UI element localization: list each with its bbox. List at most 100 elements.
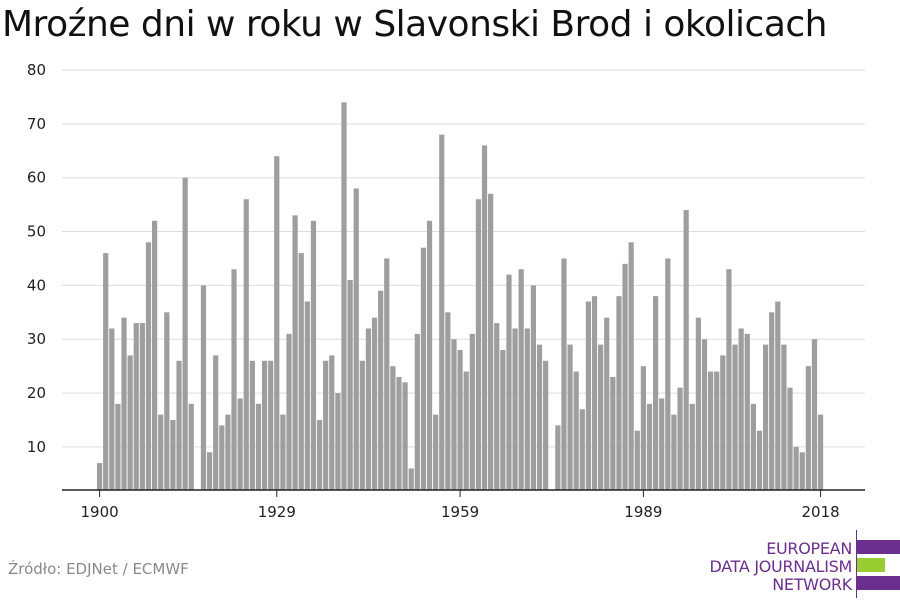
bar-1967 — [506, 274, 512, 490]
bar-1979 — [579, 409, 585, 490]
bar-1971 — [530, 285, 537, 490]
bar-1948 — [390, 366, 396, 490]
bar-1924 — [243, 199, 249, 491]
bar-1947 — [384, 258, 390, 490]
x-tick-label: 1989 — [624, 503, 662, 521]
bar-1975 — [555, 425, 561, 490]
bar-2017 — [811, 339, 818, 490]
bar-2012 — [781, 344, 787, 490]
bar-1912 — [170, 420, 176, 490]
bar-1955 — [433, 414, 439, 490]
bar-1991 — [653, 296, 659, 490]
bar-1983 — [604, 317, 610, 490]
bar-2001 — [714, 371, 720, 490]
y-tick-label: 80 — [27, 61, 46, 79]
bar-1963 — [481, 145, 488, 490]
x-tick-label: 1900 — [81, 503, 119, 521]
bar-1988 — [634, 430, 640, 490]
bar-2000 — [708, 371, 714, 490]
y-tick-label: 10 — [27, 438, 46, 456]
bar-1920 — [219, 425, 225, 490]
bar-1992 — [659, 398, 665, 490]
bar-2009 — [762, 344, 769, 490]
bar-1954 — [426, 220, 433, 490]
bar-1941 — [347, 280, 353, 490]
logo-line-2: DATA JOURNALISM — [709, 557, 853, 576]
bar-1911 — [164, 312, 170, 490]
source-credit: Źródło: EDJNet / ECMWF — [8, 560, 189, 578]
bar-1987 — [628, 242, 634, 490]
bar-1959 — [457, 350, 463, 490]
bar-1906 — [133, 323, 139, 490]
bar-1984 — [610, 376, 616, 490]
bar-1977 — [567, 344, 573, 490]
bar-2003 — [726, 269, 732, 490]
bar-1944 — [365, 328, 372, 490]
bar-1996 — [683, 210, 689, 490]
bar-1934 — [304, 301, 310, 490]
bar-2014 — [793, 446, 799, 490]
x-axis-ticks: 1900 1929 1959 1989 2018 — [81, 490, 840, 521]
bar-1957 — [445, 312, 451, 490]
bar-1935 — [310, 220, 317, 490]
bar-1928 — [268, 360, 274, 490]
bar-1962 — [475, 199, 482, 491]
x-tick-label: 2018 — [801, 503, 839, 521]
y-tick-label: 70 — [27, 115, 46, 133]
bar-1904 — [121, 317, 127, 490]
bar-1923 — [237, 398, 243, 490]
bar-1927 — [261, 360, 268, 490]
bar-1985 — [616, 296, 622, 490]
bar-2010 — [769, 312, 775, 490]
bar-1940 — [341, 102, 347, 490]
bar-1998 — [695, 317, 701, 490]
bar-1913 — [176, 360, 182, 490]
bar-1922 — [231, 269, 237, 490]
bar-1980 — [585, 301, 591, 490]
logo-line-1: EUROPEAN — [766, 539, 852, 558]
bar-2004 — [732, 344, 738, 490]
bar-1950 — [402, 382, 408, 490]
bar-1936 — [316, 420, 323, 490]
bar-1907 — [139, 323, 145, 490]
bar-1938 — [329, 355, 335, 490]
bar-1900 — [97, 463, 103, 490]
bar-2015 — [799, 452, 805, 490]
bar-1945 — [371, 317, 378, 490]
bar-1969 — [518, 269, 524, 490]
bar-1995 — [677, 387, 683, 490]
bar-1908 — [145, 242, 152, 490]
y-axis-ticks: 10 20 30 40 50 60 70 80 — [27, 61, 46, 456]
bar-1902 — [109, 328, 115, 490]
bar-2002 — [720, 355, 726, 490]
bar-1989 — [640, 366, 646, 490]
bar-1976 — [561, 258, 567, 490]
bar-1925 — [249, 360, 255, 490]
bar-1970 — [524, 328, 530, 490]
bar-1953 — [420, 247, 427, 490]
logo-bar-purple-bottom — [857, 576, 900, 590]
bar-1986 — [622, 263, 628, 490]
logo-bar-purple-top — [857, 540, 900, 554]
bar-1926 — [255, 403, 262, 490]
y-tick-label: 50 — [27, 223, 46, 241]
bar-2008 — [756, 430, 763, 490]
bar-1961 — [469, 333, 475, 490]
logo-divider — [856, 530, 857, 598]
bar-1997 — [689, 403, 695, 490]
bar-1921 — [225, 414, 231, 490]
bar-1910 — [158, 414, 164, 490]
bar-2013 — [787, 387, 793, 490]
bar-1901 — [103, 253, 109, 490]
bar-1978 — [573, 371, 579, 490]
bar-1981 — [591, 296, 598, 490]
bar-1937 — [323, 360, 329, 490]
bar-1952 — [414, 333, 420, 490]
y-tick-label: 20 — [27, 384, 46, 402]
bar-1914 — [182, 177, 188, 490]
bar-1966 — [500, 350, 506, 490]
x-tick-label: 1929 — [258, 503, 296, 521]
edjnet-logo[interactable]: EUROPEAN DATA JOURNALISM NETWORK — [700, 530, 900, 598]
bar-1973 — [543, 360, 549, 490]
bar-1932 — [292, 215, 298, 490]
